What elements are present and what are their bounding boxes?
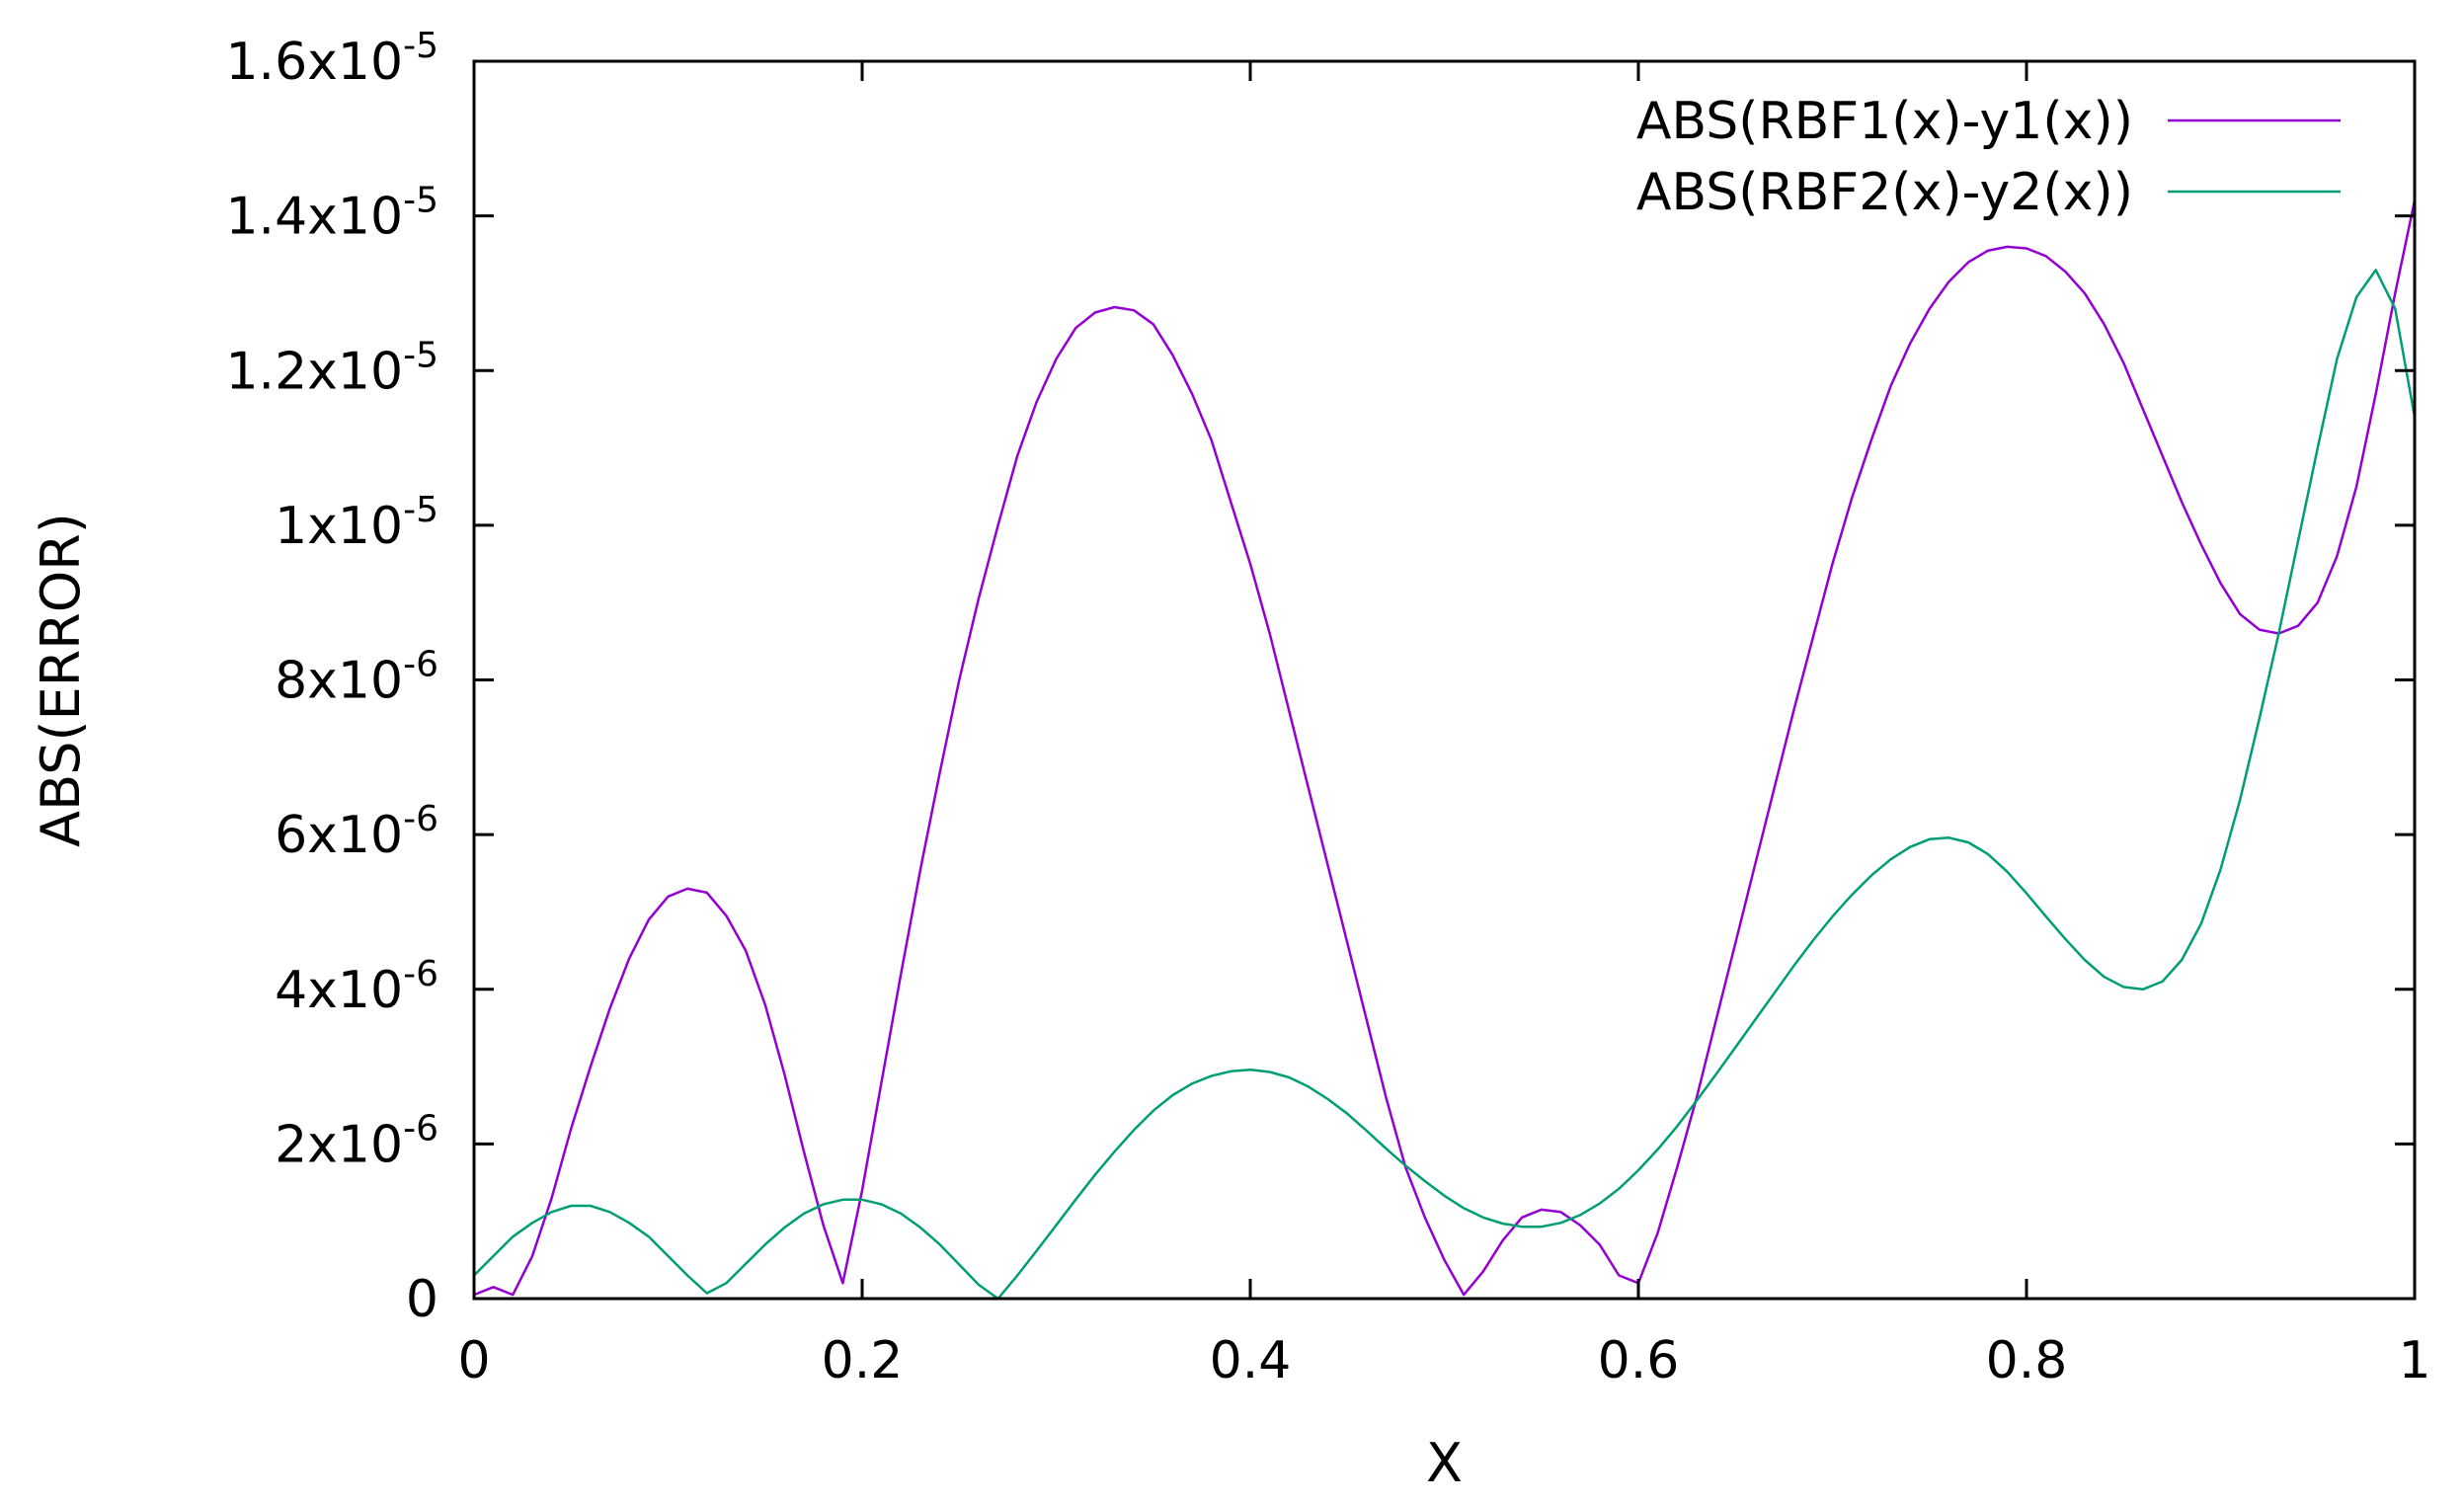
x-tick-label: 1 bbox=[2398, 1331, 2430, 1390]
y-tick-label: 1.2x10-5 bbox=[225, 335, 438, 401]
series-line-1 bbox=[473, 199, 2417, 1297]
x-tick-label: 0.2 bbox=[822, 1331, 904, 1390]
y-tick-label: 0 bbox=[406, 1270, 438, 1329]
legend: ABS(RBF1(x)-y1(x)) ABS(RBF2(x)-y2(x)) bbox=[1636, 92, 2341, 222]
legend-label-2: ABS(RBF2(x)-y2(x)) bbox=[1636, 163, 2133, 222]
y-tick-label: 1x10-5 bbox=[275, 490, 438, 556]
x-tick-label: 0.6 bbox=[1598, 1331, 1680, 1390]
y-tick-label: 1.6x10-5 bbox=[225, 26, 438, 92]
y-tick-label: 2x10-6 bbox=[275, 1108, 438, 1174]
x-axis-title: X bbox=[1426, 1432, 1463, 1494]
y-tick-label: 6x10-6 bbox=[275, 799, 438, 865]
x-tick-label: 0 bbox=[457, 1331, 490, 1390]
series-line-2 bbox=[473, 269, 2417, 1301]
y-tick-label: 4x10-6 bbox=[275, 954, 438, 1020]
x-tick-label: 0.4 bbox=[1210, 1331, 1292, 1390]
x-tick-label: 0.8 bbox=[1986, 1331, 2068, 1390]
y-axis-title: ABS(ERROR) bbox=[30, 513, 92, 847]
series-layer bbox=[473, 199, 2417, 1301]
tick-labels-layer: 0 0.2 0.4 0.6 0.8 1 0 2x10-6 4x10-6 6x10-6 8x10-6 1… bbox=[225, 26, 2430, 1390]
plot-frame bbox=[472, 59, 2417, 1301]
y-tick-label: 1.4x10-5 bbox=[225, 181, 438, 247]
legend-label-1: ABS(RBF1(x)-y1(x)) bbox=[1636, 92, 2133, 151]
y-tick-label: 8x10-6 bbox=[275, 645, 438, 711]
